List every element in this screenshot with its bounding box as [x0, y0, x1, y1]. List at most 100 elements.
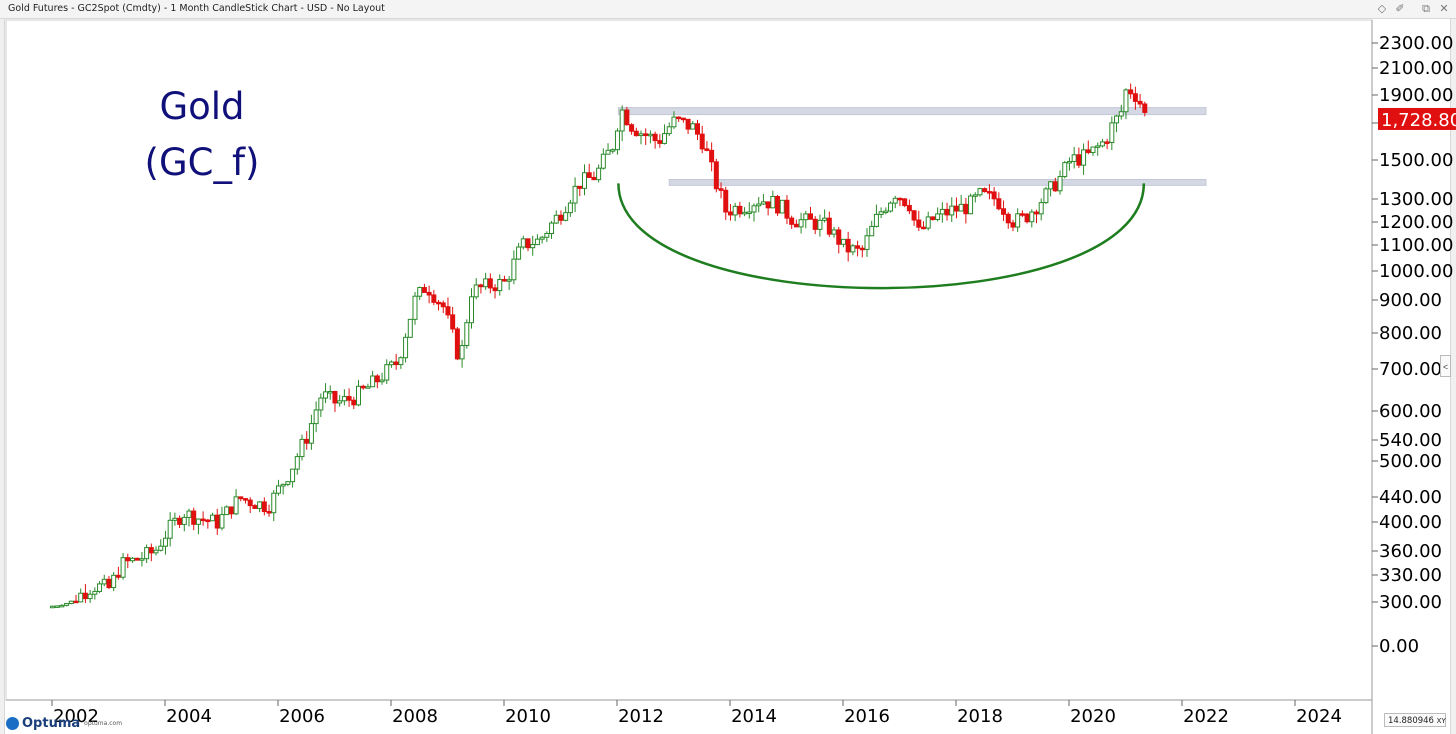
candle-body	[200, 518, 206, 522]
candle-body	[346, 396, 352, 401]
candle-body	[191, 510, 197, 525]
time-tick-label: 2016	[844, 706, 890, 727]
candle-body	[784, 199, 790, 219]
resistance-bands	[617, 107, 1207, 186]
candle-body	[742, 211, 748, 215]
candle-body	[520, 238, 526, 248]
candle-body	[629, 124, 635, 132]
candle-body	[205, 519, 211, 523]
candle-body	[224, 506, 230, 516]
price-tick-label: 1300.00	[1379, 189, 1453, 210]
candle-body	[1038, 202, 1044, 215]
candle-body	[337, 400, 343, 404]
candle-body	[101, 578, 107, 585]
candle-body	[318, 397, 324, 411]
candle-body	[991, 191, 997, 200]
candle-body	[878, 211, 884, 215]
candle-body	[257, 501, 263, 509]
candle-body	[379, 379, 385, 383]
candle-body	[120, 557, 126, 578]
last-price-box	[1378, 107, 1456, 130]
candle-body	[370, 375, 376, 388]
time-axis[interactable]: 2002 2004 2006 2008 2010 2012 2014 2016 2018 2020…	[51, 700, 1342, 727]
candle-body	[718, 188, 724, 191]
annotation-line2: (GC_f)	[145, 141, 260, 184]
candle-body	[97, 583, 103, 592]
candle-body	[1128, 89, 1134, 95]
candle-body	[238, 496, 244, 500]
last-price-label: 1,728.80	[1381, 110, 1456, 131]
candle-body	[765, 201, 771, 209]
saucer-arc-layer	[617, 183, 1146, 290]
candle-body	[812, 218, 818, 230]
candle-body	[403, 336, 409, 359]
candle-body	[610, 149, 616, 152]
candle-body	[177, 517, 183, 525]
expand-panel-button[interactable]: <	[1440, 355, 1451, 377]
candle-body	[436, 301, 442, 305]
candle-body	[911, 210, 917, 221]
candle-body	[836, 229, 842, 245]
price-tick-label: 800.00	[1379, 323, 1442, 344]
candle-body	[1057, 176, 1063, 192]
candle-body	[1118, 111, 1124, 117]
candle-body	[845, 238, 851, 253]
close-icon[interactable]: ✕	[1439, 2, 1449, 15]
diamond-icon[interactable]: ◇	[1377, 2, 1387, 15]
optuma-logo[interactable]: Optuma optuma.com	[6, 714, 122, 732]
pin-icon[interactable]: ✐	[1395, 2, 1405, 15]
time-tick-label: 2008	[392, 706, 438, 727]
candle-body	[549, 222, 555, 235]
price-tick-label: 440.00	[1379, 487, 1442, 508]
candle-body	[600, 153, 606, 169]
scale-value: 14.880946	[1388, 716, 1434, 726]
price-axis[interactable]: 2300.002100.001900.001700.001500.001300.…	[1372, 33, 1453, 657]
candle-body	[558, 214, 564, 221]
price-tick-label: 300.00	[1379, 592, 1442, 613]
candle-body	[233, 496, 239, 515]
window-titlebar: Gold Futures - GC2Spot (Cmdty) - 1 Month…	[0, 0, 1456, 19]
candle-body	[106, 578, 112, 589]
candle-body	[586, 172, 592, 178]
restore-icon[interactable]: ⧉	[1422, 2, 1430, 15]
candle-body	[351, 399, 357, 406]
candle-body	[68, 600, 74, 605]
candle-body	[572, 185, 578, 204]
candle-body	[808, 213, 813, 220]
resistance-band	[617, 107, 1207, 116]
scale-readout[interactable]: 14.880946 XY	[1384, 713, 1446, 727]
price-tick-label: 700.00	[1379, 359, 1442, 380]
candle-body	[525, 238, 531, 249]
candle-body	[949, 205, 955, 216]
price-tick-label: 1900.00	[1379, 85, 1453, 106]
price-tick-label: 540.00	[1379, 430, 1442, 451]
candle-body	[158, 545, 164, 551]
logo-url: optuma.com	[84, 719, 123, 727]
candle-body	[906, 205, 912, 212]
candle-body	[511, 258, 517, 281]
time-tick-label: 2012	[618, 706, 664, 727]
candle-body	[624, 109, 630, 126]
saucer-arc	[617, 183, 1146, 290]
candle-body	[1085, 149, 1091, 153]
candle-body	[421, 287, 427, 293]
candle-body	[54, 605, 60, 608]
candle-body	[144, 547, 150, 560]
candle-body	[859, 247, 865, 251]
time-tick-label: 2020	[1070, 706, 1116, 727]
time-tick-label: 2006	[279, 706, 325, 727]
candle-body	[803, 213, 809, 221]
candle-body	[864, 235, 870, 250]
candle-body	[986, 191, 992, 194]
candle-body	[181, 516, 187, 525]
candle-body	[605, 149, 611, 155]
candle-body	[228, 506, 234, 515]
candle-body	[332, 390, 338, 404]
candle-body	[704, 148, 710, 151]
time-tick-label: 2018	[957, 706, 1003, 727]
candle-body	[775, 195, 781, 214]
candle-body	[290, 468, 296, 483]
candle-body	[567, 202, 573, 214]
price-tick-label: 0.00	[1379, 636, 1419, 657]
